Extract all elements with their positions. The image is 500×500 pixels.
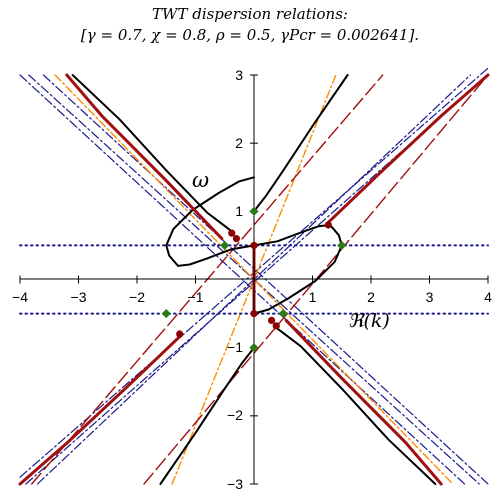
series-red-curve-8	[18, 333, 183, 486]
red-point-marker	[176, 330, 184, 338]
red-point-marker	[272, 322, 280, 330]
y-tick-label: 1	[235, 203, 243, 219]
green-point-marker	[249, 206, 259, 216]
axis-ticks	[19, 74, 489, 485]
x-tick-label: −2	[129, 289, 145, 305]
series-black-curve-5	[276, 327, 437, 485]
series-red-curve-7	[325, 73, 490, 226]
marker-layer	[161, 206, 347, 353]
green-point-marker	[278, 308, 288, 319]
series-black-curve-0	[253, 224, 343, 315]
red-point-marker	[250, 309, 258, 318]
red-point-marker	[232, 235, 241, 243]
y-tick-label: −3	[227, 476, 243, 492]
y-tick-label: 3	[235, 67, 243, 83]
y-tick-label: −2	[227, 407, 243, 423]
x-tick-label: −1	[188, 289, 204, 305]
green-point-marker	[337, 240, 347, 251]
x-tick-label: −4	[12, 289, 28, 305]
series-black-curve-4	[159, 346, 255, 485]
red-point-marker	[228, 229, 236, 237]
red-point-marker	[324, 221, 332, 229]
series-red-curve-6	[65, 73, 224, 241]
y-tick-label: −1	[227, 339, 243, 355]
y-tick-label: 2	[235, 135, 243, 151]
series-black-curve-2	[253, 74, 349, 213]
x-tick-label: 4	[484, 289, 492, 305]
red-point-marker	[250, 241, 258, 250]
chart-subtitle: [γ = 0.7, χ = 0.8, ρ = 0.5, γPcr = 0.002…	[81, 26, 419, 44]
series-black-curve-3	[71, 74, 232, 232]
green-point-marker	[249, 343, 259, 353]
series-blue-dash-15	[28, 74, 480, 485]
green-point-marker	[220, 240, 230, 251]
green-point-marker	[161, 308, 171, 319]
x-tick-label: −3	[71, 289, 87, 305]
x-tick-label: 1	[309, 289, 317, 305]
re-k-label: ℜ(k)	[348, 310, 390, 332]
omega-label: ω	[192, 168, 209, 192]
series-black-curve-1	[165, 176, 255, 267]
x-tick-label: 2	[367, 289, 375, 305]
red-point-marker	[267, 316, 276, 324]
x-tick-label: 3	[426, 289, 434, 305]
chart-title: TWT dispersion relations:	[152, 5, 348, 23]
series-red-curve-9	[284, 318, 443, 486]
